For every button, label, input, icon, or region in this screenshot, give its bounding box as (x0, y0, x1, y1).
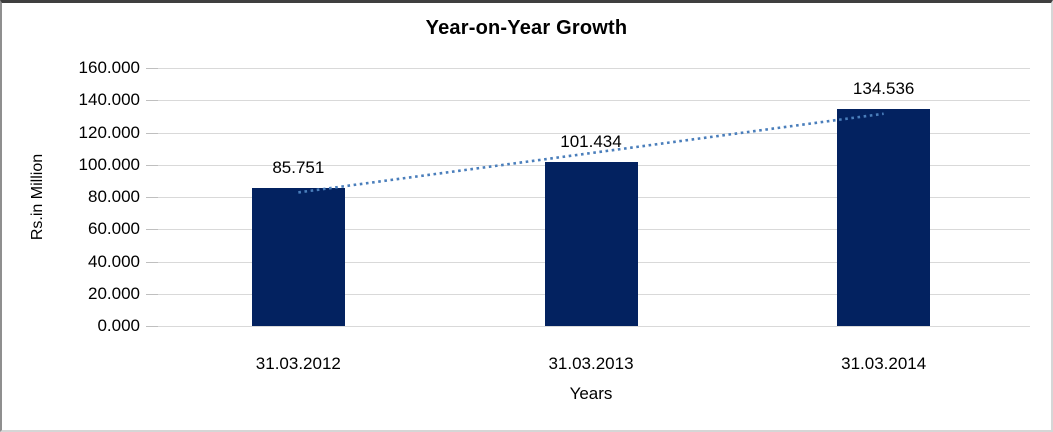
x-axis-title: Years (569, 384, 613, 403)
y-tick-label: 60.000 (88, 219, 140, 239)
y-tick-label: 40.000 (88, 251, 140, 271)
x-tick-label: 31.03.2013 (548, 354, 634, 373)
x-tick-label: 31.03.2012 (255, 354, 341, 373)
y-axis-tick (146, 100, 158, 102)
y-axis-tick (146, 326, 158, 327)
y-axis-tick (146, 261, 158, 263)
bar-value-label: 134.536 (852, 79, 915, 99)
y-gridline (152, 100, 1030, 102)
y-axis-tick (146, 293, 158, 295)
bar-value-label: 85.751 (272, 157, 325, 177)
bar (544, 162, 638, 326)
y-tick-label: 100.000 (78, 154, 140, 174)
y-tick-label: 140.000 (78, 90, 140, 110)
x-tick-label: 31.03.2014 (841, 354, 927, 373)
chart-title: Year-on-Year Growth (425, 17, 628, 39)
y-tick-label: 160.000 (78, 58, 140, 77)
bar (837, 109, 931, 326)
plot-area: 160.000 140.000 120.000 100.000 80.000 60.000… (79, 59, 1030, 373)
y-axis-tick (146, 68, 158, 69)
bar (251, 187, 345, 326)
y-tick-label: 80.000 (88, 187, 140, 206)
y-tick-label: 20.000 (88, 283, 140, 303)
y-tick-label: 0.000 (97, 316, 140, 335)
y-axis-tick (146, 229, 158, 231)
y-gridline (152, 326, 1030, 327)
y-axis-tick (146, 197, 158, 198)
y-axis-tick (146, 164, 158, 166)
y-axis-tick (146, 132, 158, 134)
y-gridline (152, 68, 1030, 69)
y-tick-label: 120.000 (78, 122, 140, 142)
bar-value-label: 101.434 (560, 132, 622, 152)
